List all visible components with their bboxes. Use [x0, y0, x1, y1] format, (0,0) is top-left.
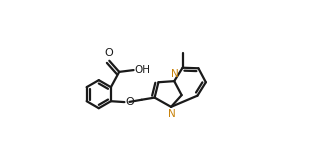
Text: N: N — [168, 109, 175, 119]
Text: O: O — [105, 48, 113, 58]
Text: N: N — [171, 69, 178, 79]
Text: O: O — [125, 97, 134, 107]
Text: OH: OH — [134, 65, 150, 75]
